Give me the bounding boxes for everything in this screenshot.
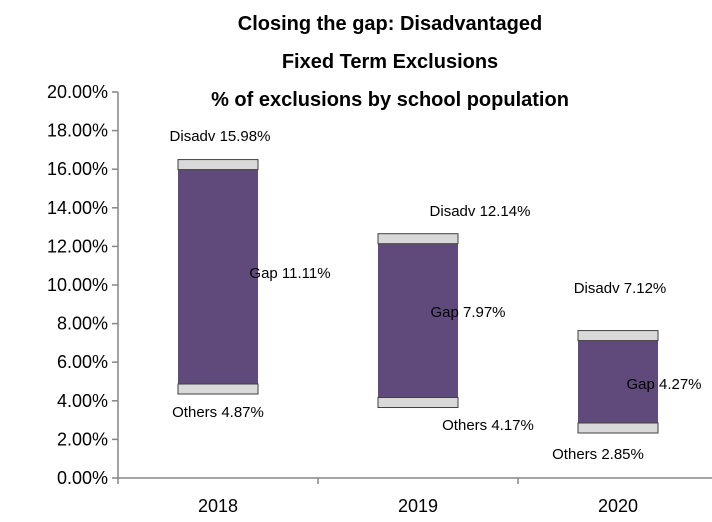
others-marker	[177, 383, 259, 395]
disadv-data-label: Disadv 7.12%	[574, 280, 667, 297]
others-data-label: Others 2.85%	[552, 446, 644, 463]
gap-data-label: Gap 7.97%	[430, 304, 505, 321]
x-tick-label: 2019	[398, 496, 438, 516]
y-tick-label: 2.00%	[57, 429, 108, 449]
range-bar	[378, 243, 458, 398]
x-tick-label: 2020	[598, 496, 638, 516]
gap-data-label: Gap 4.27%	[626, 376, 701, 393]
chart-title-line-2: Fixed Term Exclusions	[282, 51, 498, 73]
others-data-label: Others 4.87%	[172, 404, 264, 421]
y-tick-label: 14.00%	[47, 198, 108, 218]
y-tick-label: 6.00%	[57, 352, 108, 372]
others-data-label: Others 4.17%	[442, 417, 534, 434]
range-bar	[178, 169, 258, 385]
disadv-data-label: Disadv 12.14%	[430, 203, 531, 220]
disadv-marker	[577, 330, 659, 342]
bars	[177, 159, 659, 434]
y-tick-label: 0.00%	[57, 468, 108, 488]
range-bar	[578, 340, 658, 423]
chart-title-line-3: % of exclusions by school population	[211, 89, 569, 111]
y-tick-label: 20.00%	[47, 82, 108, 102]
x-tick-label: 2018	[198, 496, 238, 516]
y-tick-label: 4.00%	[57, 391, 108, 411]
data-labels: Disadv 15.98% Disadv 12.14% Disadv 7.12% Ot…	[170, 128, 702, 463]
disadv-marker	[377, 233, 459, 245]
y-tick-label: 10.00%	[47, 275, 108, 295]
others-marker	[377, 397, 459, 409]
gap-data-label: Gap 11.11%	[249, 265, 330, 282]
disadv-data-label: Disadv 15.98%	[170, 128, 271, 145]
disadv-marker	[177, 159, 259, 171]
y-tick-label: 16.00%	[47, 159, 108, 179]
axes: 0.00% 2.00% 4.00% 6.00% 8.00% 10.00% 12.00% 14.…	[47, 82, 712, 516]
chart-title-line-1: Closing the gap: Disadvantaged	[238, 13, 542, 35]
y-tick-label: 18.00%	[47, 121, 108, 141]
y-tick-label: 8.00%	[57, 314, 108, 334]
y-tick-label: 12.00%	[47, 236, 108, 256]
others-marker	[577, 422, 659, 434]
